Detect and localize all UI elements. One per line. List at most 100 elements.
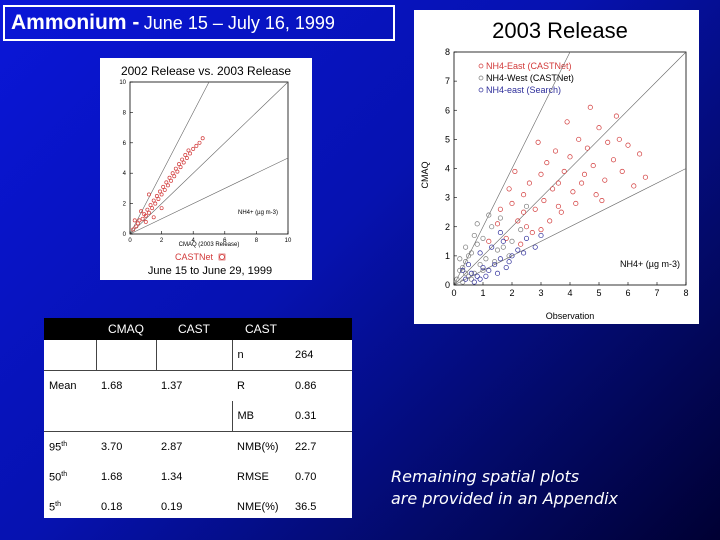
table-cell: 1.34: [161, 471, 183, 483]
header-cell: CMAQ: [96, 318, 156, 340]
left-plot-series-0-point: [137, 218, 142, 223]
right-plot-series-0-point: [550, 186, 556, 192]
left-plot-x-tick-label: 8: [255, 238, 259, 244]
table-row: 5th 0.18 0.19 NME(%) 36.5: [44, 492, 352, 522]
table-cell: 0.70: [295, 471, 317, 483]
right-plot-series-0-point: [610, 157, 617, 163]
right-plot-series-1-point: [509, 238, 515, 244]
right-plot-series-2-point: [523, 235, 530, 241]
left-plot-series-0-point: [153, 201, 158, 206]
left-plot-series-0-point: [132, 218, 137, 223]
percentile-suffix: th: [61, 470, 68, 478]
left-plot-x-tick-label: 0: [128, 238, 132, 244]
right-plot-series-0-point: [523, 224, 530, 230]
table-cell: 0.19: [161, 501, 183, 513]
right-plot-series-0-point: [515, 218, 521, 224]
left-plot-x-tick-label: 4: [192, 238, 196, 244]
left-plot-series-0-point: [147, 192, 151, 197]
left-plot-two-to-one-line: [129, 81, 210, 235]
right-plot-xlabel: Observation: [546, 311, 595, 321]
left-plot-series-0-point: [170, 171, 175, 176]
right-plot-series-1-point: [468, 276, 474, 282]
right-plot-series-2-point: [497, 230, 503, 236]
table-cell: 0.18: [101, 501, 123, 513]
left-plot-title: 2002 Release vs. 2003 Release: [121, 64, 291, 78]
right-plot-series-2-point: [506, 259, 512, 265]
left-plot-series-0-point: [165, 183, 170, 188]
percentile-value: 95: [49, 441, 62, 454]
left-plot-series-0-point: [175, 169, 180, 174]
left-plot-series-0-point: [145, 207, 150, 212]
right-plot-series-0-point: [567, 154, 573, 160]
right-plot-series-2-point: [471, 279, 477, 285]
right-plot-series-2-point: [492, 262, 498, 268]
right-plot-series-2-point: [474, 273, 480, 279]
right-plot-y-tick-label: 3: [445, 193, 450, 203]
left-plot-series-0-point: [147, 210, 151, 215]
left-plot-date-range: June 15 to June 29, 1999: [148, 265, 272, 277]
right-plot-y-tick-label: 6: [445, 105, 450, 115]
right-plot-series-1-point: [471, 270, 477, 276]
right-plot-series-0-point: [602, 177, 608, 183]
right-plot-series-1-point: [486, 212, 492, 218]
left-plot-series-0-point: [184, 156, 189, 160]
right-plot-species-label: NH4+ (µg m-3): [620, 259, 680, 269]
right-plot-series-0-point: [538, 227, 544, 233]
right-plot-series-1-point: [518, 227, 524, 233]
right-plot-y-tick-label: 8: [445, 47, 450, 57]
table-cell: 36.5: [295, 501, 317, 513]
left-plot-series-0-point: [156, 197, 161, 201]
table-cell: 50th: [44, 462, 96, 492]
right-plot-series-0-point: [642, 174, 648, 180]
left-plot-series-0-point: [143, 219, 148, 224]
left-plot-series-0-point: [140, 216, 145, 221]
right-plot-series-2-point: [500, 238, 506, 244]
right-plot-series-0-point: [547, 218, 553, 224]
left-plot-xlabel: CMAQ (2003 Release): [179, 242, 240, 248]
left-plot-x-tick-label: 6: [223, 238, 227, 244]
right-plot-series-0-point: [596, 125, 602, 131]
right-plot-series-1-point: [477, 262, 483, 268]
right-plot-series-2-point: [463, 276, 469, 282]
right-plot-series-2-point: [538, 232, 544, 239]
right-plot-series-0-point: [486, 238, 492, 244]
right-plot-series-0-point: [613, 113, 619, 119]
right-plot-series-0-point: [541, 197, 547, 204]
right-plot-series-0-point: [593, 192, 599, 198]
left-plot-series-0-point: [159, 206, 164, 211]
right-plot-series-2-point: [477, 276, 483, 282]
left-plot-x-tick-label: 10: [285, 238, 292, 244]
header-cell: CAST: [232, 318, 290, 340]
table-row: n 264: [44, 340, 352, 371]
table-cell: NMB(%): [237, 441, 279, 453]
left-plot-series-0-point: [173, 166, 178, 171]
right-plot-series-0-point: [506, 186, 512, 192]
right-plot-series-0-point: [579, 180, 585, 186]
title-main: Ammonium -: [11, 11, 140, 34]
right-plot-series-1-point: [480, 235, 486, 241]
right-plot-title: 2003 Release: [492, 18, 628, 43]
left-plot-series-0-point: [186, 148, 191, 153]
header-cell: [44, 318, 96, 340]
left-plot-series-0-point: [197, 140, 202, 145]
left-plot-series-0-point: [154, 194, 159, 198]
right-plot-series-2-point: [483, 273, 489, 279]
right-plot-series-1-point: [454, 276, 460, 282]
table-cell: [156, 340, 233, 371]
right-plot-series-2-point: [532, 244, 538, 250]
left-plot-series-0-point: [148, 203, 153, 208]
statistics-table: CMAQ CAST CAST n 264 Mean 1.68 1.37 R 0.…: [44, 318, 352, 518]
release-2003-plot-panel: 2003 Release CMAQ Observation NH4+ (µg m…: [414, 10, 699, 324]
right-plot-series-1-point: [483, 256, 489, 262]
right-plot-series-0-point: [619, 168, 625, 174]
right-plot-y-tick-label: 5: [445, 134, 450, 144]
right-plot-series-0-point: [521, 209, 527, 215]
left-plot-x-tick-label: 2: [160, 238, 164, 244]
right-plot-y-tick-label: 1: [445, 251, 450, 261]
right-plot-series-2-point: [480, 264, 486, 271]
table-cell: [156, 401, 232, 432]
right-plot-x-tick-label: 2: [509, 288, 514, 298]
percentile-suffix: th: [61, 440, 68, 448]
right-plot-series-0-point: [605, 139, 611, 145]
left-plot-series-0-point: [188, 151, 192, 156]
